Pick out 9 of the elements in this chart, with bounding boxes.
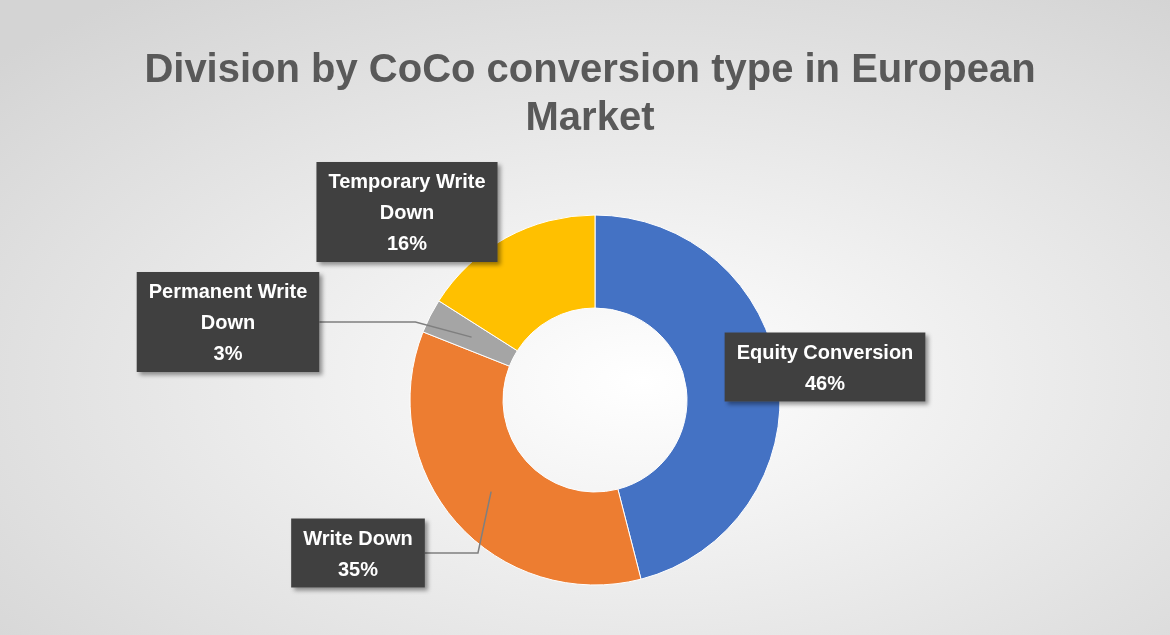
slice-label: Permanent Write Down [148,280,308,333]
chart-title: Division by CoCo conversion type in European Market [144,46,1036,138]
slice-label: Equity Conversion [736,340,914,363]
slice-label: Temporary Write Down [328,170,486,223]
data-label: 16% [386,232,428,254]
data-label: 3% [213,342,243,364]
slice-label: Write Down [303,526,413,549]
data-label: 46% [804,371,846,394]
data-label: 35% [337,557,379,580]
